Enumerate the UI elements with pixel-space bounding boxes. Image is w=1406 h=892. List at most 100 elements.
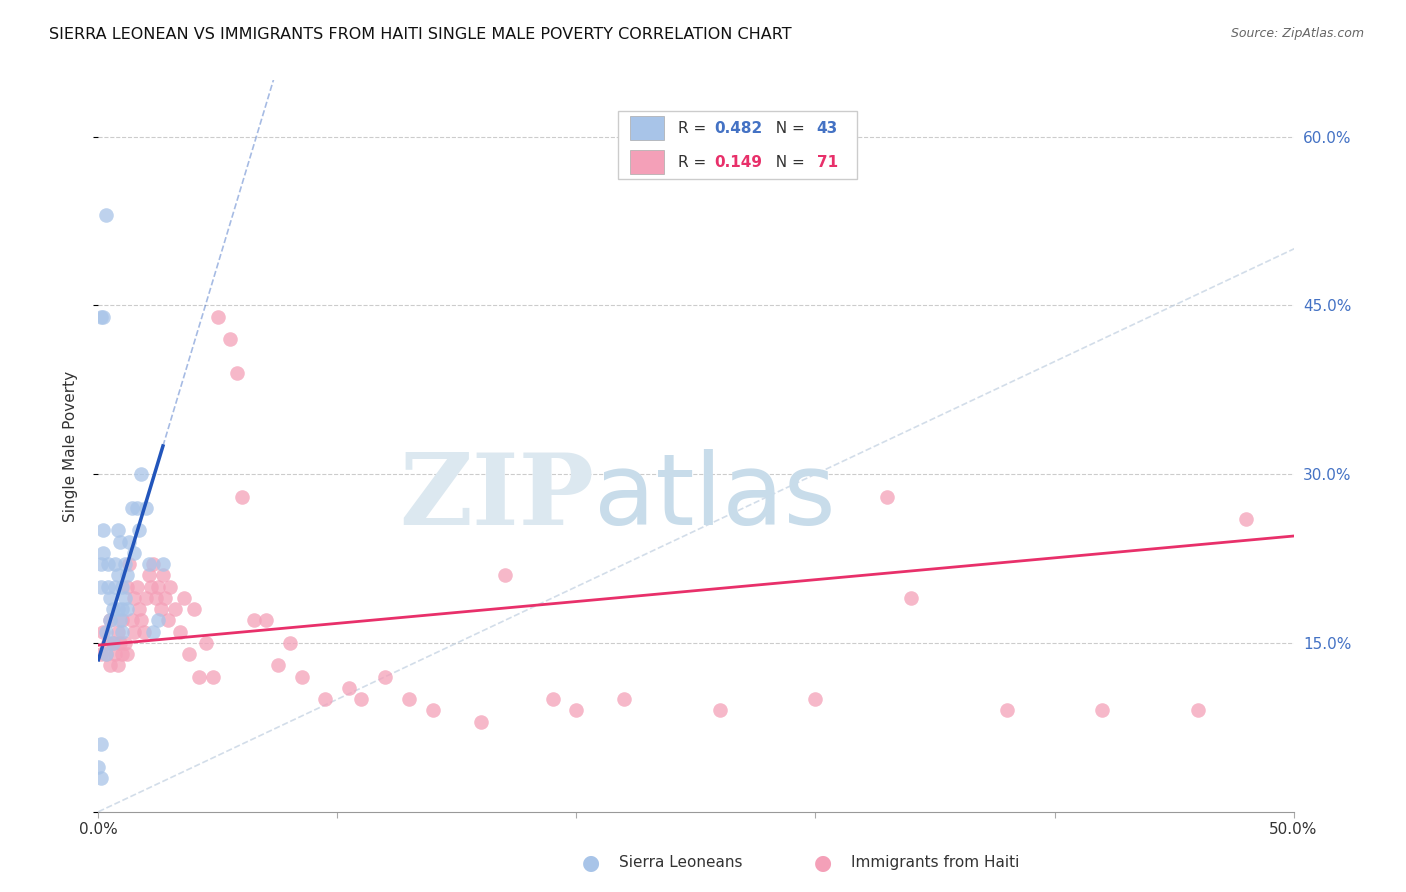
Point (91, 310, 114, 324)
Point (97, 580, 120, 594)
Point (90, 647, 112, 661)
Y-axis label: Single Male Poverty: Single Male Poverty (63, 370, 77, 522)
Point (148, 580, 170, 594)
Point (111, 614, 134, 628)
Point (219, 332, 242, 346)
Point (291, 670, 314, 684)
Point (98, 658, 122, 673)
Point (152, 557, 174, 571)
Point (138, 557, 160, 571)
Point (91, 524, 114, 538)
Point (114, 557, 136, 571)
Point (169, 624, 191, 639)
Point (125, 500, 148, 515)
Point (118, 557, 141, 571)
Point (374, 670, 396, 684)
Point (94, 647, 117, 661)
Point (124, 546, 146, 560)
Point (148, 614, 170, 628)
Point (709, 703, 731, 717)
Point (115, 580, 138, 594)
Point (94, 647, 117, 661)
Point (128, 602, 150, 616)
Point (135, 591, 157, 605)
Point (108, 534, 131, 549)
Point (115, 568, 138, 582)
Point (90, 557, 112, 571)
Point (156, 614, 179, 628)
Point (115, 602, 138, 616)
Point (202, 670, 225, 684)
Text: 43: 43 (817, 120, 838, 136)
Point (90, 737, 112, 751)
Point (159, 580, 181, 594)
Point (422, 703, 444, 717)
Point (135, 500, 157, 515)
Point (876, 490, 898, 504)
Point (145, 591, 167, 605)
Point (107, 624, 129, 639)
Point (128, 524, 150, 538)
Text: Sierra Leoneans: Sierra Leoneans (619, 855, 742, 870)
Point (494, 568, 516, 582)
Point (118, 534, 141, 549)
Point (107, 524, 129, 538)
Point (350, 692, 373, 706)
Point (226, 366, 249, 380)
Point (173, 591, 195, 605)
Point (97, 557, 120, 571)
Point (115, 647, 138, 661)
Point (804, 692, 827, 706)
Text: N =: N = (766, 120, 810, 136)
Point (132, 624, 155, 639)
Point (94, 624, 117, 639)
Point (101, 636, 124, 650)
FancyBboxPatch shape (630, 151, 664, 174)
Point (1091, 703, 1114, 717)
Text: 0.149: 0.149 (714, 154, 762, 169)
Point (91, 546, 114, 560)
Text: ●: ● (814, 853, 831, 872)
Point (138, 568, 160, 582)
Point (108, 614, 131, 628)
Point (131, 614, 153, 628)
Point (1187, 703, 1209, 717)
Point (104, 580, 127, 594)
Point (98, 614, 122, 628)
Point (195, 636, 218, 650)
Point (142, 624, 165, 639)
Point (900, 591, 922, 605)
Point (107, 568, 129, 582)
Text: R =: R = (678, 120, 711, 136)
Point (163, 602, 186, 616)
Point (149, 602, 172, 616)
Point (267, 658, 290, 673)
Point (97, 636, 120, 650)
Text: R =: R = (678, 154, 711, 169)
FancyBboxPatch shape (619, 111, 858, 179)
Point (339, 681, 361, 695)
Point (121, 500, 143, 515)
Text: Immigrants from Haiti: Immigrants from Haiti (851, 855, 1019, 870)
Point (101, 602, 124, 616)
Point (243, 614, 266, 628)
Text: Source: ZipAtlas.com: Source: ZipAtlas.com (1230, 27, 1364, 40)
Point (142, 557, 165, 571)
Point (398, 692, 420, 706)
Text: ●: ● (582, 853, 599, 872)
Point (131, 467, 153, 482)
Point (108, 636, 131, 650)
Point (152, 568, 174, 582)
Text: N =: N = (766, 154, 810, 169)
Point (613, 692, 636, 706)
Point (565, 703, 588, 717)
Text: 0.482: 0.482 (714, 120, 762, 136)
Point (139, 580, 162, 594)
Point (111, 624, 134, 639)
Point (125, 580, 148, 594)
Point (101, 636, 124, 650)
Point (90, 310, 112, 324)
Point (231, 490, 253, 504)
Point (114, 591, 136, 605)
Point (111, 602, 134, 616)
